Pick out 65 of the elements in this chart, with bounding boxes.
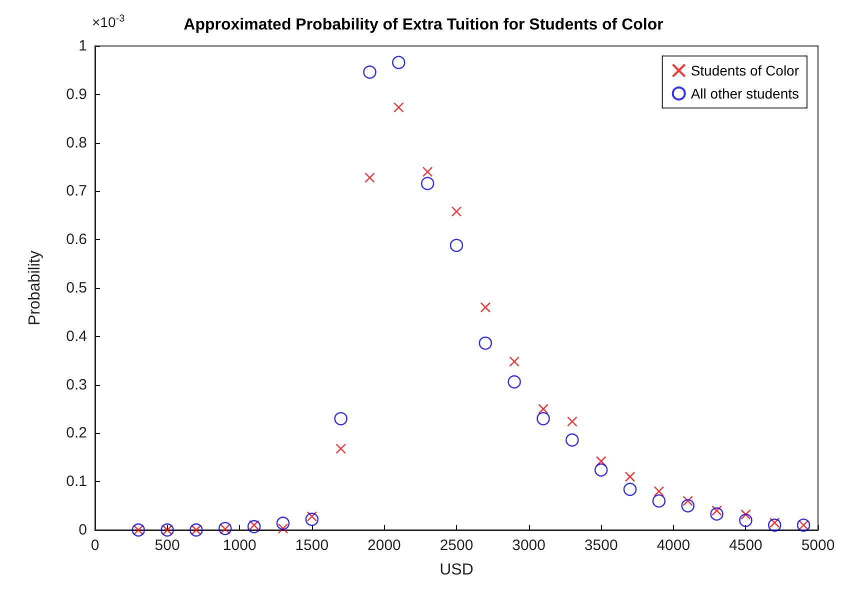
point (538, 404, 548, 414)
point (305, 512, 319, 526)
point (769, 518, 780, 528)
point (451, 206, 462, 217)
point (654, 486, 664, 496)
point (681, 499, 695, 512)
legend-label: All other students (690, 86, 799, 102)
point (740, 509, 751, 520)
point (624, 472, 636, 482)
y-tick-label: 1 (78, 38, 87, 54)
point (276, 516, 290, 530)
point (422, 166, 433, 177)
x-axis-title: USD (440, 562, 474, 578)
point (363, 65, 376, 79)
point (712, 505, 722, 516)
point (450, 238, 464, 252)
y-tick-label: 0.1 (66, 473, 87, 490)
x-tick-label: 2000 (368, 537, 401, 554)
y-tick-label: 0.2 (66, 424, 87, 442)
point (478, 336, 492, 350)
x-tick-label: 5000 (801, 537, 835, 554)
point (623, 482, 637, 496)
legend-label: Students of Color (690, 62, 800, 78)
point (768, 518, 782, 532)
chart-title: Approximated Probability of Extra Tuition for Students of Color (184, 16, 664, 34)
y-tick-label: 0.8 (66, 134, 87, 152)
y-tick-label: 0.5 (66, 280, 87, 296)
point (306, 511, 318, 522)
y-tick-label: 0 (78, 522, 87, 538)
x-tick-label: 4500 (729, 537, 762, 554)
point (508, 375, 521, 389)
point (364, 172, 375, 183)
x-tick-label: 1000 (222, 537, 256, 554)
point (682, 496, 694, 506)
point (509, 356, 520, 367)
y-axis-title: Probability (26, 250, 44, 326)
y-tick-label: 0.3 (66, 376, 87, 394)
point (652, 494, 666, 508)
y-tick-label: 0.6 (66, 231, 87, 248)
point (536, 412, 550, 426)
point (248, 520, 260, 530)
point (336, 444, 346, 454)
point (392, 56, 406, 70)
point (480, 302, 491, 313)
x-tick-label: 4000 (656, 537, 690, 554)
x-tick-label: 2500 (440, 537, 474, 554)
point (334, 412, 348, 426)
point (567, 416, 578, 427)
x-tick-label: 3000 (512, 537, 546, 554)
point (566, 433, 579, 447)
x-tick-label: 0 (90, 537, 100, 554)
y-tick-label: 0.9 (66, 86, 87, 103)
point (278, 523, 288, 534)
point (420, 176, 434, 190)
point (739, 514, 752, 527)
point (394, 102, 404, 113)
x-tick-label: 500 (154, 537, 180, 554)
y-tick-label: 0.4 (66, 328, 87, 345)
point (247, 520, 261, 534)
x-tick-label: 3500 (584, 537, 618, 554)
y-tick-label: 0.7 (66, 182, 87, 200)
point (710, 507, 724, 521)
point (594, 463, 608, 477)
point (596, 456, 606, 466)
x-tick-label: 1500 (295, 537, 329, 554)
